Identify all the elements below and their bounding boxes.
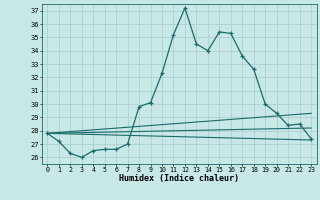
X-axis label: Humidex (Indice chaleur): Humidex (Indice chaleur) bbox=[119, 174, 239, 183]
